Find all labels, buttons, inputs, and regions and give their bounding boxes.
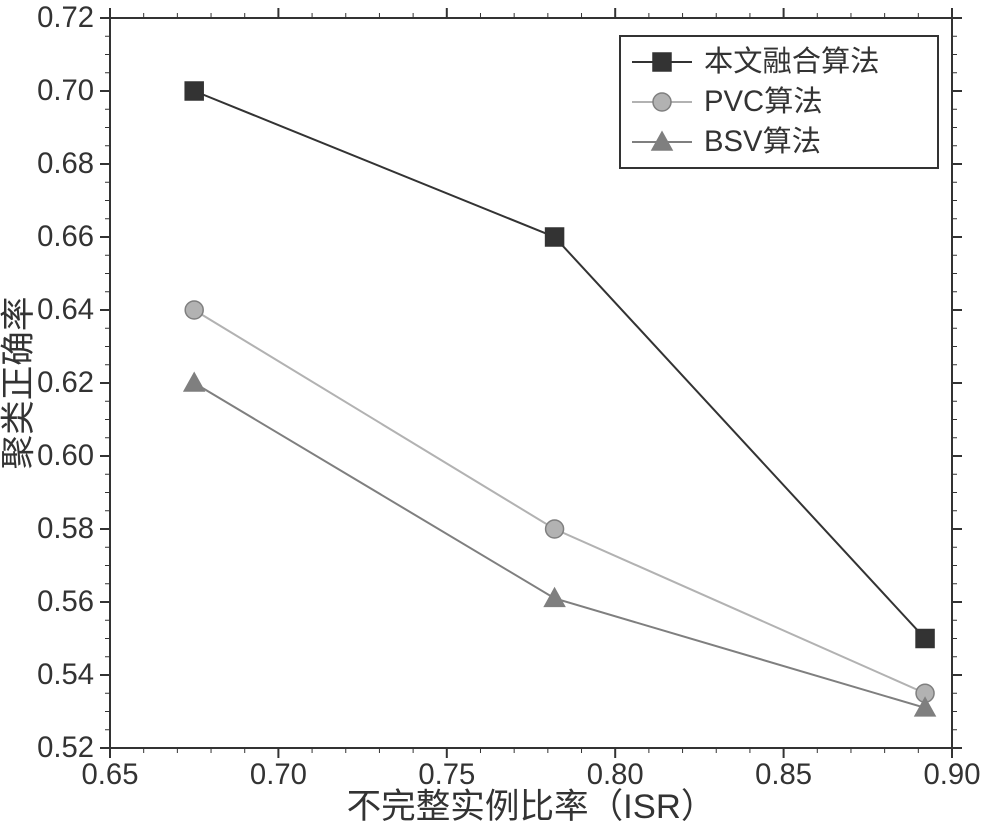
legend-label-fusion: 本文融合算法 — [704, 45, 880, 78]
y-tick-label: 0.54 — [37, 659, 94, 691]
y-axis-label: 聚类正确率 — [0, 297, 38, 470]
legend-label-bsv: BSV算法 — [704, 125, 821, 158]
y-tick-label: 0.68 — [37, 148, 94, 180]
y-tick-label: 0.62 — [37, 367, 94, 399]
x-axis-label: 不完整实例比率（ISR） — [347, 788, 716, 823]
x-tick-label: 0.90 — [924, 759, 981, 791]
x-tick-label: 0.80 — [587, 759, 644, 791]
y-tick-label: 0.64 — [37, 294, 94, 326]
y-tick-label: 0.58 — [37, 513, 94, 545]
x-tick-label: 0.85 — [755, 759, 812, 791]
legend: 本文融合算法 PVC算法 BSV算法 — [620, 36, 938, 168]
x-tick-label: 0.70 — [250, 759, 307, 791]
y-tick-label: 0.66 — [37, 221, 94, 253]
y-tick-label: 0.70 — [37, 75, 94, 107]
y-tick-label: 0.52 — [37, 732, 94, 764]
x-tick-label: 0.75 — [418, 759, 475, 791]
legend-label-pvc: PVC算法 — [704, 85, 823, 118]
line-chart: 0.650.700.750.800.850.900.520.540.560.58… — [0, 0, 1000, 823]
y-tick-label: 0.72 — [37, 2, 94, 34]
y-tick-label: 0.56 — [37, 586, 94, 618]
y-tick-label: 0.60 — [37, 440, 94, 472]
